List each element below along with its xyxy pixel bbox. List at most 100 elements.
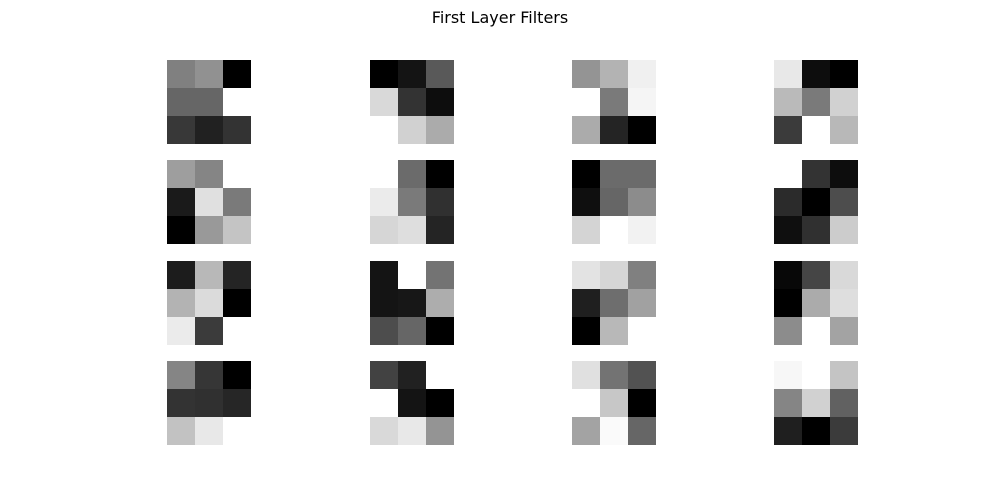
filter-8-cell-0-2	[830, 160, 858, 188]
filter-12-cell-0-2	[830, 261, 858, 289]
filter-10-cell-0-1	[398, 261, 426, 289]
filter-3-cell-2-2	[628, 116, 656, 144]
filter-8-cell-2-2	[830, 216, 858, 244]
filter-13-cell-0-0	[167, 361, 195, 389]
filter-12-cell-2-1	[802, 317, 830, 345]
filter-1-cell-1-1	[195, 88, 223, 116]
filter-14-cell-0-1	[398, 361, 426, 389]
filter-5-cell-1-2	[223, 188, 251, 216]
filter-12-cell-1-1	[802, 289, 830, 317]
filter-12-cell-1-0	[774, 289, 802, 317]
filter-1-cell-2-0	[167, 116, 195, 144]
filter-6-cell-2-1	[398, 216, 426, 244]
filter-7-cell-0-1	[600, 160, 628, 188]
filter-12-cell-0-1	[802, 261, 830, 289]
filter-3-cell-0-0	[572, 60, 600, 88]
filter-7-cell-1-1	[600, 188, 628, 216]
filter-7-cell-2-1	[600, 216, 628, 244]
filter-4-cell-0-0	[774, 60, 802, 88]
filter-7-cell-0-2	[628, 160, 656, 188]
filter-9-cell-2-2	[223, 317, 251, 345]
filter-8	[774, 160, 858, 244]
filter-5-cell-2-2	[223, 216, 251, 244]
filter-7-cell-1-0	[572, 188, 600, 216]
filter-5-cell-2-1	[195, 216, 223, 244]
filter-11-cell-0-0	[572, 261, 600, 289]
filter-1-cell-2-1	[195, 116, 223, 144]
filter-13	[167, 361, 251, 445]
filter-3-cell-1-1	[600, 88, 628, 116]
filter-15-cell-1-0	[572, 389, 600, 417]
filter-5-cell-1-1	[195, 188, 223, 216]
filter-15	[572, 361, 656, 445]
filter-11-cell-1-0	[572, 289, 600, 317]
filter-7-cell-1-2	[628, 188, 656, 216]
filter-16	[774, 361, 858, 445]
filter-3-cell-2-1	[600, 116, 628, 144]
filter-2	[370, 60, 454, 144]
filter-6-cell-1-1	[398, 188, 426, 216]
filter-3-cell-2-0	[572, 116, 600, 144]
filter-11-cell-0-1	[600, 261, 628, 289]
filter-2-cell-1-0	[370, 88, 398, 116]
filter-13-cell-2-0	[167, 417, 195, 445]
filter-12-cell-2-0	[774, 317, 802, 345]
filter-7-cell-2-0	[572, 216, 600, 244]
filter-10-cell-1-2	[426, 289, 454, 317]
filter-3-cell-1-2	[628, 88, 656, 116]
filter-8-cell-1-0	[774, 188, 802, 216]
filter-9-cell-1-2	[223, 289, 251, 317]
filter-12-cell-1-2	[830, 289, 858, 317]
filter-14-cell-1-2	[426, 389, 454, 417]
filter-1-cell-0-2	[223, 60, 251, 88]
filter-7-cell-2-2	[628, 216, 656, 244]
filter-4-cell-0-2	[830, 60, 858, 88]
filter-14-cell-2-0	[370, 417, 398, 445]
filter-11-cell-2-2	[628, 317, 656, 345]
filter-15-cell-2-0	[572, 417, 600, 445]
filter-14-cell-1-1	[398, 389, 426, 417]
filter-16-cell-2-0	[774, 417, 802, 445]
filter-16-cell-0-0	[774, 361, 802, 389]
filter-13-cell-0-1	[195, 361, 223, 389]
filter-14-cell-2-2	[426, 417, 454, 445]
filter-14-cell-2-1	[398, 417, 426, 445]
filter-13-cell-2-2	[223, 417, 251, 445]
filter-1-cell-0-0	[167, 60, 195, 88]
filter-15-cell-0-0	[572, 361, 600, 389]
filter-11-cell-2-1	[600, 317, 628, 345]
filter-15-cell-1-1	[600, 389, 628, 417]
filter-7	[572, 160, 656, 244]
filter-12-cell-2-2	[830, 317, 858, 345]
filter-16-cell-0-1	[802, 361, 830, 389]
filter-6-cell-2-2	[426, 216, 454, 244]
filter-15-cell-2-1	[600, 417, 628, 445]
filter-2-cell-2-2	[426, 116, 454, 144]
filter-6-cell-0-0	[370, 160, 398, 188]
filter-16-cell-2-2	[830, 417, 858, 445]
filter-14-cell-0-0	[370, 361, 398, 389]
filter-5-cell-0-1	[195, 160, 223, 188]
filter-4	[774, 60, 858, 144]
filter-13-cell-1-0	[167, 389, 195, 417]
filter-1	[167, 60, 251, 144]
filter-13-cell-1-1	[195, 389, 223, 417]
filter-16-cell-0-2	[830, 361, 858, 389]
filter-4-cell-2-0	[774, 116, 802, 144]
filter-9-cell-2-1	[195, 317, 223, 345]
filter-1-cell-0-1	[195, 60, 223, 88]
filter-2-cell-0-2	[426, 60, 454, 88]
filter-10-cell-2-0	[370, 317, 398, 345]
filter-5-cell-2-0	[167, 216, 195, 244]
filter-11-cell-2-0	[572, 317, 600, 345]
filter-15-cell-0-1	[600, 361, 628, 389]
filter-12-cell-0-0	[774, 261, 802, 289]
filter-13-cell-2-1	[195, 417, 223, 445]
filter-8-cell-0-0	[774, 160, 802, 188]
filter-14-cell-1-0	[370, 389, 398, 417]
filter-9-cell-0-0	[167, 261, 195, 289]
filter-16-cell-1-0	[774, 389, 802, 417]
filter-6-cell-0-2	[426, 160, 454, 188]
filter-8-cell-2-1	[802, 216, 830, 244]
